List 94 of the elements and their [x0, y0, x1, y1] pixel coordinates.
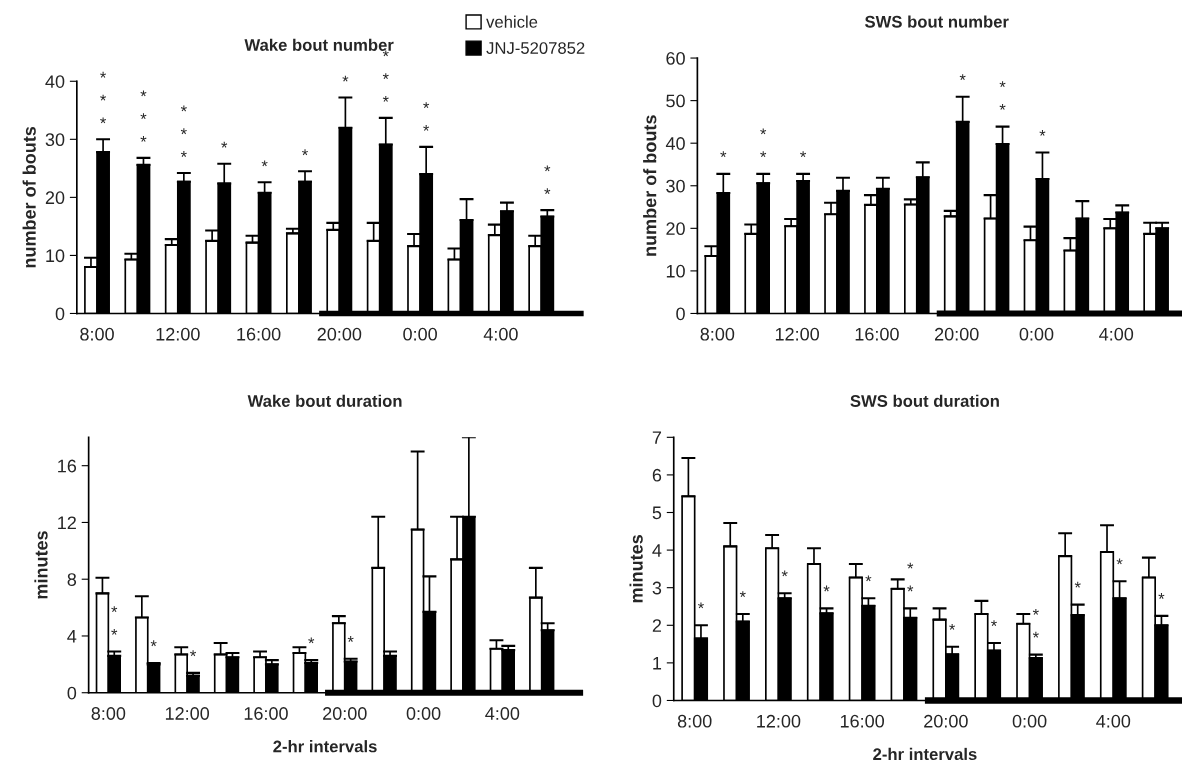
- y-tick-label: 0: [676, 307, 685, 321]
- data-label: *: [1116, 558, 1123, 565]
- data-label: * *: [907, 562, 914, 592]
- x-tick-label: 12:00: [775, 327, 819, 341]
- x-tick-label: 20:00: [323, 707, 367, 720]
- x-tick-label: 0:00: [406, 707, 441, 720]
- y-tick-label: 20: [45, 191, 65, 205]
- y-tick-label: 7: [652, 431, 662, 444]
- data-label: *: [190, 650, 197, 657]
- x-tick-label: 4:00: [485, 707, 520, 720]
- y-tick-label: 60: [666, 51, 685, 65]
- data-label: *: [1158, 593, 1165, 599]
- data-label: *: [991, 620, 997, 626]
- x-tick-label: 12:00: [757, 714, 801, 728]
- y-tick-label: 12: [58, 516, 76, 529]
- x-tick-label: 0:00: [1019, 327, 1054, 341]
- y-tick-label: 10: [46, 249, 65, 263]
- y-tick-label: 10: [666, 264, 685, 278]
- x-tick-label: 8:00: [91, 707, 126, 720]
- x-tick-label: 12:00: [156, 327, 200, 341]
- data-label: *: [697, 602, 704, 609]
- chart-title: SWS bout number: [865, 15, 1009, 28]
- data-label: *: [800, 151, 807, 158]
- x-tick-label: 20:00: [317, 327, 362, 341]
- y-tick-label: 50: [666, 94, 685, 108]
- data-label: *: [342, 75, 349, 82]
- chart-title: Wake bout number: [244, 38, 394, 51]
- x-tick-label: 8:00: [677, 714, 712, 728]
- data-label: * *: [111, 606, 118, 635]
- data-label: * *: [544, 165, 551, 195]
- y-tick-label: 3: [652, 581, 662, 595]
- x-axis-title: 2-hr intervals: [873, 747, 977, 761]
- y-tick-label: 30: [45, 133, 65, 147]
- data-label: * *: [423, 102, 430, 131]
- x-tick-label: 16:00: [855, 327, 899, 341]
- x-tick-label: 16:00: [237, 327, 281, 341]
- x-axis-title: 2-hr intervals: [273, 740, 377, 753]
- data-label: *: [347, 636, 354, 642]
- x-tick-label: 8:00: [700, 327, 735, 341]
- data-label: *: [308, 637, 315, 644]
- x-tick-label: 20:00: [924, 714, 968, 728]
- y-tick-label: 4: [652, 544, 662, 557]
- x-tick-label: 4:00: [1099, 327, 1134, 341]
- x-tick-label: 20:00: [935, 327, 979, 341]
- y-tick-label: 6: [652, 468, 662, 482]
- y-axis-title: number of bouts: [22, 126, 36, 268]
- chart-title: Wake bout duration: [247, 394, 402, 407]
- data-label: *: [302, 149, 308, 156]
- x-tick-label: 4:00: [483, 327, 518, 341]
- y-tick-label: 20: [666, 222, 685, 236]
- y-tick-label: 5: [652, 506, 662, 520]
- data-label: * *: [999, 81, 1006, 110]
- y-tick-label: 0: [55, 307, 65, 321]
- data-label: * * *: [140, 90, 147, 142]
- x-tick-label: 16:00: [840, 714, 885, 728]
- data-label: * *: [1032, 609, 1039, 638]
- y-axis-title: minutes: [629, 535, 643, 603]
- x-tick-label: 4:00: [1096, 714, 1131, 728]
- y-tick-label: 0: [652, 694, 662, 708]
- legend-label: vehicle: [486, 15, 538, 28]
- data-label: *: [1039, 129, 1046, 136]
- data-label: *: [949, 623, 956, 630]
- data-label: * * *: [180, 105, 187, 157]
- data-label: *: [959, 74, 966, 81]
- data-label: *: [261, 160, 268, 167]
- y-tick-label: 0: [67, 686, 77, 700]
- data-label: *: [781, 570, 788, 577]
- y-tick-label: 1: [653, 657, 662, 670]
- data-label: *: [221, 141, 228, 148]
- y-tick-label: 40: [665, 137, 685, 150]
- data-label: *: [865, 575, 872, 582]
- y-tick-label: 40: [45, 75, 65, 88]
- y-tick-label: 2: [652, 619, 662, 632]
- y-tick-label: 4: [67, 630, 77, 643]
- data-label: *: [823, 585, 830, 592]
- x-tick-label: 16:00: [244, 707, 288, 720]
- y-axis-title: minutes: [34, 531, 48, 599]
- x-tick-label: 12:00: [165, 707, 210, 720]
- y-tick-label: 8: [67, 573, 77, 586]
- y-axis-title: number of bouts: [643, 115, 657, 256]
- data-label: * * *: [100, 71, 107, 124]
- data-label: *: [1074, 581, 1081, 588]
- data-label: *: [720, 151, 727, 158]
- y-tick-label: 30: [666, 179, 685, 193]
- y-tick-label: 16: [58, 459, 77, 473]
- x-tick-label: 0:00: [403, 327, 437, 341]
- data-label: *: [739, 591, 746, 598]
- data-label: * *: [760, 128, 767, 158]
- data-label: *: [150, 640, 157, 647]
- x-tick-label: 0:00: [1012, 714, 1047, 728]
- chart-title: SWS bout duration: [850, 394, 999, 407]
- data-label: * * *: [382, 50, 389, 102]
- legend-label: JNJ-5207852: [486, 42, 585, 54]
- x-tick-label: 8:00: [80, 327, 114, 341]
